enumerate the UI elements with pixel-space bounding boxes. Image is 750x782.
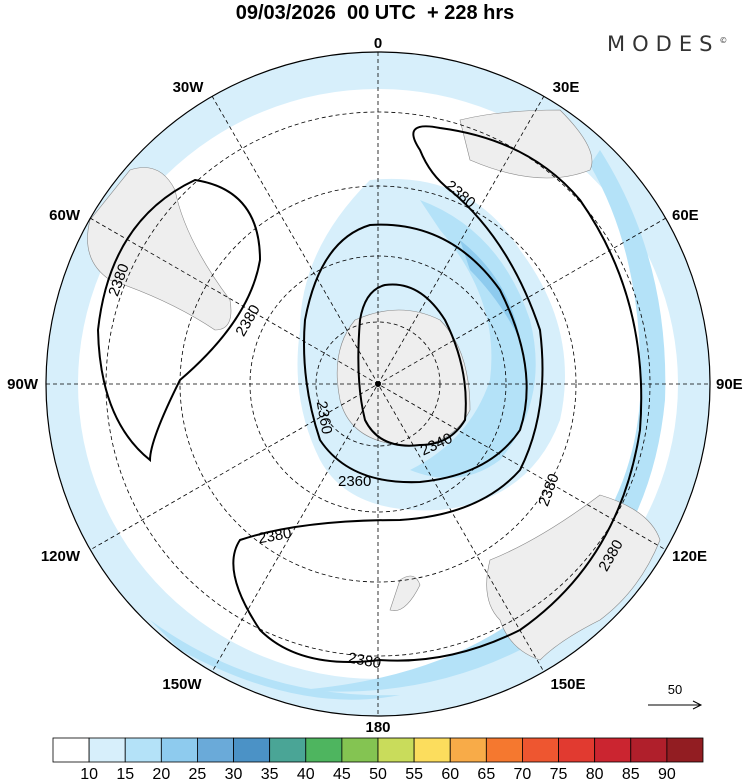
colorbar-label: 80 [586,766,604,782]
colorbar-swatch [522,737,559,763]
lon-label-90w: 90W [7,376,39,393]
lon-label-0: 0 [374,35,382,52]
colorbar-label: 85 [622,766,640,782]
colorbar-label: 70 [514,766,532,782]
lon-label-30w: 30W [173,79,205,96]
contour-label: 2380 [257,525,293,548]
colorbar-swatch [594,737,632,763]
colorbar-label: 50 [369,766,387,782]
colorbar-swatch [485,737,523,763]
south-pole-marker [375,381,381,387]
wind-shading-polar-jet-core [410,200,536,478]
colorbar-swatch [124,737,162,763]
colorbar-label: 35 [261,766,279,782]
colorbar-swatch [233,737,271,763]
arrowhead-icon [692,700,703,710]
colorbar-swatch [88,737,126,763]
colorbar-swatch [305,737,343,763]
colorbar-swatch [630,737,668,763]
colorbar-label: 15 [116,766,134,782]
lon-label-60e: 60E [672,207,699,224]
contour-2360 [303,223,528,484]
land-australia [486,494,661,661]
land-africa [459,109,593,179]
colorbar-swatch [558,737,596,763]
colorbar-swatch [377,737,415,763]
logo-text: MODES [607,32,720,56]
map-border [45,51,711,717]
colorbar-swatch [52,737,90,763]
lon-label-120w: 120W [41,548,81,565]
colorbar-label: 20 [152,766,170,782]
contour-label: 2360 [313,400,336,436]
contour-label: 2360 [338,473,371,490]
contour-label: 2380 [347,650,383,673]
wind-shading-outer-ring-strong [300,150,666,692]
longitude-labels: 0 30W 30E 60W 60E 90W 90E 120W 120E 150W… [7,35,743,736]
colorbar-label: 40 [297,766,315,782]
colorbar-label: 10 [80,766,98,782]
colorbar-label: 25 [189,766,207,782]
colorbar-swatch [269,737,307,763]
land-new-zealand [389,575,421,612]
colorbar-label: 30 [225,766,243,782]
lon-label-30e: 30E [553,79,580,96]
lon-label-180: 180 [365,719,390,736]
colorbar-label: 60 [441,766,459,782]
lon-label-120e: 120E [672,548,707,565]
colorbar-swatch [341,737,379,763]
wind-shading-south-ring [150,620,400,700]
logo-copyright: © [719,36,728,45]
lon-label-150w: 150W [162,676,202,693]
lon-label-90e: 90E [716,376,743,393]
colorbar-label: 90 [658,766,676,782]
map-disc [46,52,710,716]
contour-2380-west [96,178,262,463]
colorbar: 10 15 20 25 30 35 40 45 50 55 60 65 70 75 80 85 90 [52,737,704,782]
reference-vector: 50 [648,682,703,710]
contour-2380-main [232,125,643,663]
colorbar-swatch [160,737,198,763]
colorbar-swatch [666,737,704,763]
modes-logo: MODES© [607,32,727,56]
colorbar-label: 45 [333,766,351,782]
land-antarctica [336,309,471,446]
lon-label-150e: 150E [550,676,585,693]
reference-vector-label: 50 [668,682,682,697]
colorbar-label: 65 [477,766,495,782]
colorbar-swatch [197,737,234,763]
colorbar-label: 55 [405,766,423,782]
wind-shading-polar-jet-max [460,240,520,340]
height-contours [96,125,643,663]
lon-label-60w: 60W [49,207,81,224]
colorbar-swatch [449,737,487,763]
colorbar-label: 75 [550,766,568,782]
map-title: 09/03/2026 00 UTC + 228 hrs [235,2,515,24]
contour-2340 [357,283,467,447]
colorbar-swatch [413,737,451,763]
